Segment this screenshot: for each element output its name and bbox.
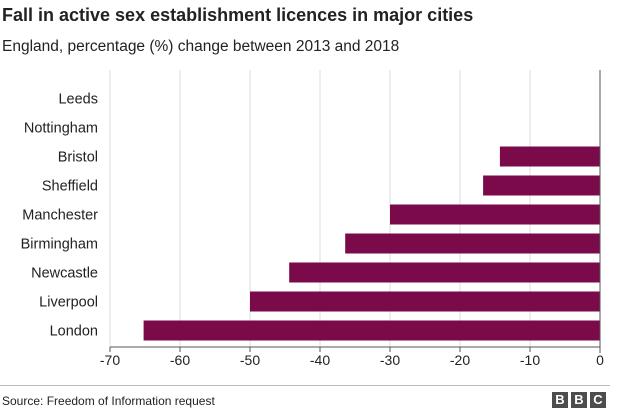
logo-letter-b1: B (552, 392, 568, 408)
logo-letter-b2: B (571, 392, 587, 408)
category-label: Leeds (58, 92, 98, 108)
x-tick-label: -50 (240, 352, 260, 368)
bar-liverpool (250, 291, 600, 312)
bar-london (143, 320, 600, 341)
x-tick-label: -10 (520, 352, 540, 368)
bar-sheffield (483, 175, 600, 196)
bar-bristol (499, 146, 600, 167)
chart-subtitle: England, percentage (%) change between 2… (2, 38, 400, 55)
bar-manchester (390, 204, 600, 225)
category-label: Bristol (58, 150, 98, 166)
x-tick-label: -70 (100, 352, 120, 368)
footer-divider (0, 385, 610, 386)
bbc-logo: B B C (552, 392, 606, 408)
category-label: Newcastle (31, 266, 98, 282)
x-tick-label: 0 (596, 352, 604, 368)
logo-letter-c: C (590, 392, 606, 408)
x-tick-label: -40 (310, 352, 330, 368)
bar-chart: Leeds Nottingham Bristol Sheffield Mancheste… (21, 70, 604, 368)
category-label: Liverpool (39, 295, 98, 311)
category-label: Manchester (22, 208, 98, 224)
category-label: Sheffield (42, 179, 98, 195)
x-tick-label: -60 (170, 352, 190, 368)
category-label: Nottingham (24, 121, 98, 137)
bar-birmingham (345, 233, 600, 254)
category-label: London (50, 324, 98, 340)
chart-title: Fall in active sex establishment licence… (2, 5, 474, 25)
x-tick-label: -30 (380, 352, 400, 368)
x-tick-label: -20 (450, 352, 470, 368)
category-label: Birmingham (21, 237, 98, 253)
bar-newcastle (289, 262, 600, 283)
source-note: Source: Freedom of Information request (2, 394, 215, 408)
